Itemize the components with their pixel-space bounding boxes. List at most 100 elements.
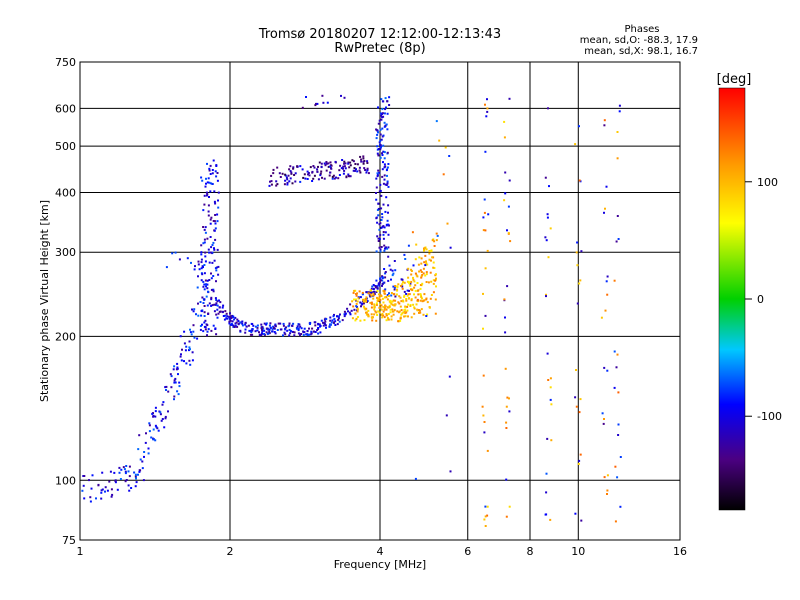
data-point xyxy=(292,322,295,325)
data-point xyxy=(207,204,210,207)
data-point xyxy=(378,119,381,122)
data-point xyxy=(422,267,425,270)
data-point xyxy=(265,327,268,330)
data-point xyxy=(216,213,219,216)
data-point xyxy=(212,159,215,162)
data-point xyxy=(289,330,292,332)
data-point xyxy=(385,223,388,226)
data-point xyxy=(485,115,488,118)
data-point xyxy=(545,295,547,298)
data-point xyxy=(375,302,378,305)
data-point xyxy=(508,410,511,413)
data-point xyxy=(183,330,186,333)
data-point xyxy=(125,465,128,467)
data-point xyxy=(370,287,373,290)
data-point xyxy=(401,299,404,302)
data-point xyxy=(617,434,620,436)
data-point xyxy=(506,396,509,399)
data-point xyxy=(426,313,429,316)
data-point xyxy=(401,285,404,288)
data-point xyxy=(224,314,227,317)
phases-title: Phases xyxy=(624,24,659,35)
data-point xyxy=(214,303,217,306)
data-point xyxy=(155,426,158,429)
data-point xyxy=(338,174,341,176)
data-point xyxy=(504,192,507,195)
data-point xyxy=(83,475,86,477)
data-point xyxy=(206,283,209,286)
data-point xyxy=(503,136,506,139)
data-point xyxy=(379,281,381,284)
data-point xyxy=(379,148,382,151)
data-point xyxy=(200,261,203,264)
data-point xyxy=(384,247,386,250)
data-point xyxy=(375,128,378,131)
data-point xyxy=(332,174,335,177)
data-point xyxy=(386,174,388,177)
y-tick-label: 600 xyxy=(55,102,76,115)
data-point xyxy=(212,275,215,277)
data-point xyxy=(504,367,507,370)
data-point xyxy=(343,96,346,99)
data-point xyxy=(200,251,203,254)
data-point xyxy=(374,286,377,289)
data-point xyxy=(578,125,580,128)
data-point xyxy=(356,308,359,311)
data-point xyxy=(200,314,203,317)
data-point xyxy=(370,306,373,309)
data-point xyxy=(118,471,121,474)
data-point xyxy=(88,479,90,482)
data-point xyxy=(383,292,386,295)
data-point xyxy=(367,309,370,312)
data-point xyxy=(206,334,208,337)
data-point xyxy=(606,369,609,372)
data-point xyxy=(213,247,215,250)
data-point xyxy=(139,458,142,461)
data-point xyxy=(216,300,219,303)
data-point xyxy=(324,320,327,323)
data-point xyxy=(251,328,254,331)
data-point xyxy=(371,316,374,319)
data-point xyxy=(381,297,384,300)
data-point xyxy=(405,298,408,300)
data-point xyxy=(203,241,206,244)
data-point xyxy=(388,96,391,99)
data-point xyxy=(377,202,380,205)
data-point xyxy=(250,322,253,325)
data-point xyxy=(385,184,388,186)
data-point xyxy=(375,137,378,140)
data-point xyxy=(110,488,113,491)
data-point xyxy=(508,397,510,400)
data-point xyxy=(384,276,387,279)
data-point xyxy=(376,174,379,177)
data-point xyxy=(300,327,303,330)
data-point xyxy=(345,175,348,178)
data-point xyxy=(333,318,336,320)
data-point xyxy=(217,312,220,315)
data-point xyxy=(203,315,206,317)
data-point xyxy=(385,123,388,126)
data-point xyxy=(234,316,237,319)
data-point xyxy=(296,165,299,168)
data-point xyxy=(361,291,364,294)
data-point xyxy=(404,258,407,260)
data-point xyxy=(363,298,366,301)
data-point xyxy=(350,309,353,312)
x-tick-label: 4 xyxy=(377,545,384,558)
data-point xyxy=(430,294,433,296)
data-point xyxy=(381,168,384,171)
data-point xyxy=(373,290,376,293)
data-point xyxy=(614,465,617,468)
data-point xyxy=(377,237,380,240)
data-point xyxy=(385,196,388,199)
data-point xyxy=(124,472,127,475)
data-point xyxy=(97,484,100,487)
data-point xyxy=(285,326,287,329)
data-point xyxy=(617,391,620,394)
data-point xyxy=(282,334,284,337)
data-point xyxy=(191,351,194,354)
data-point xyxy=(364,169,367,171)
data-point xyxy=(352,169,355,172)
data-point xyxy=(548,185,550,188)
data-point xyxy=(580,519,583,522)
